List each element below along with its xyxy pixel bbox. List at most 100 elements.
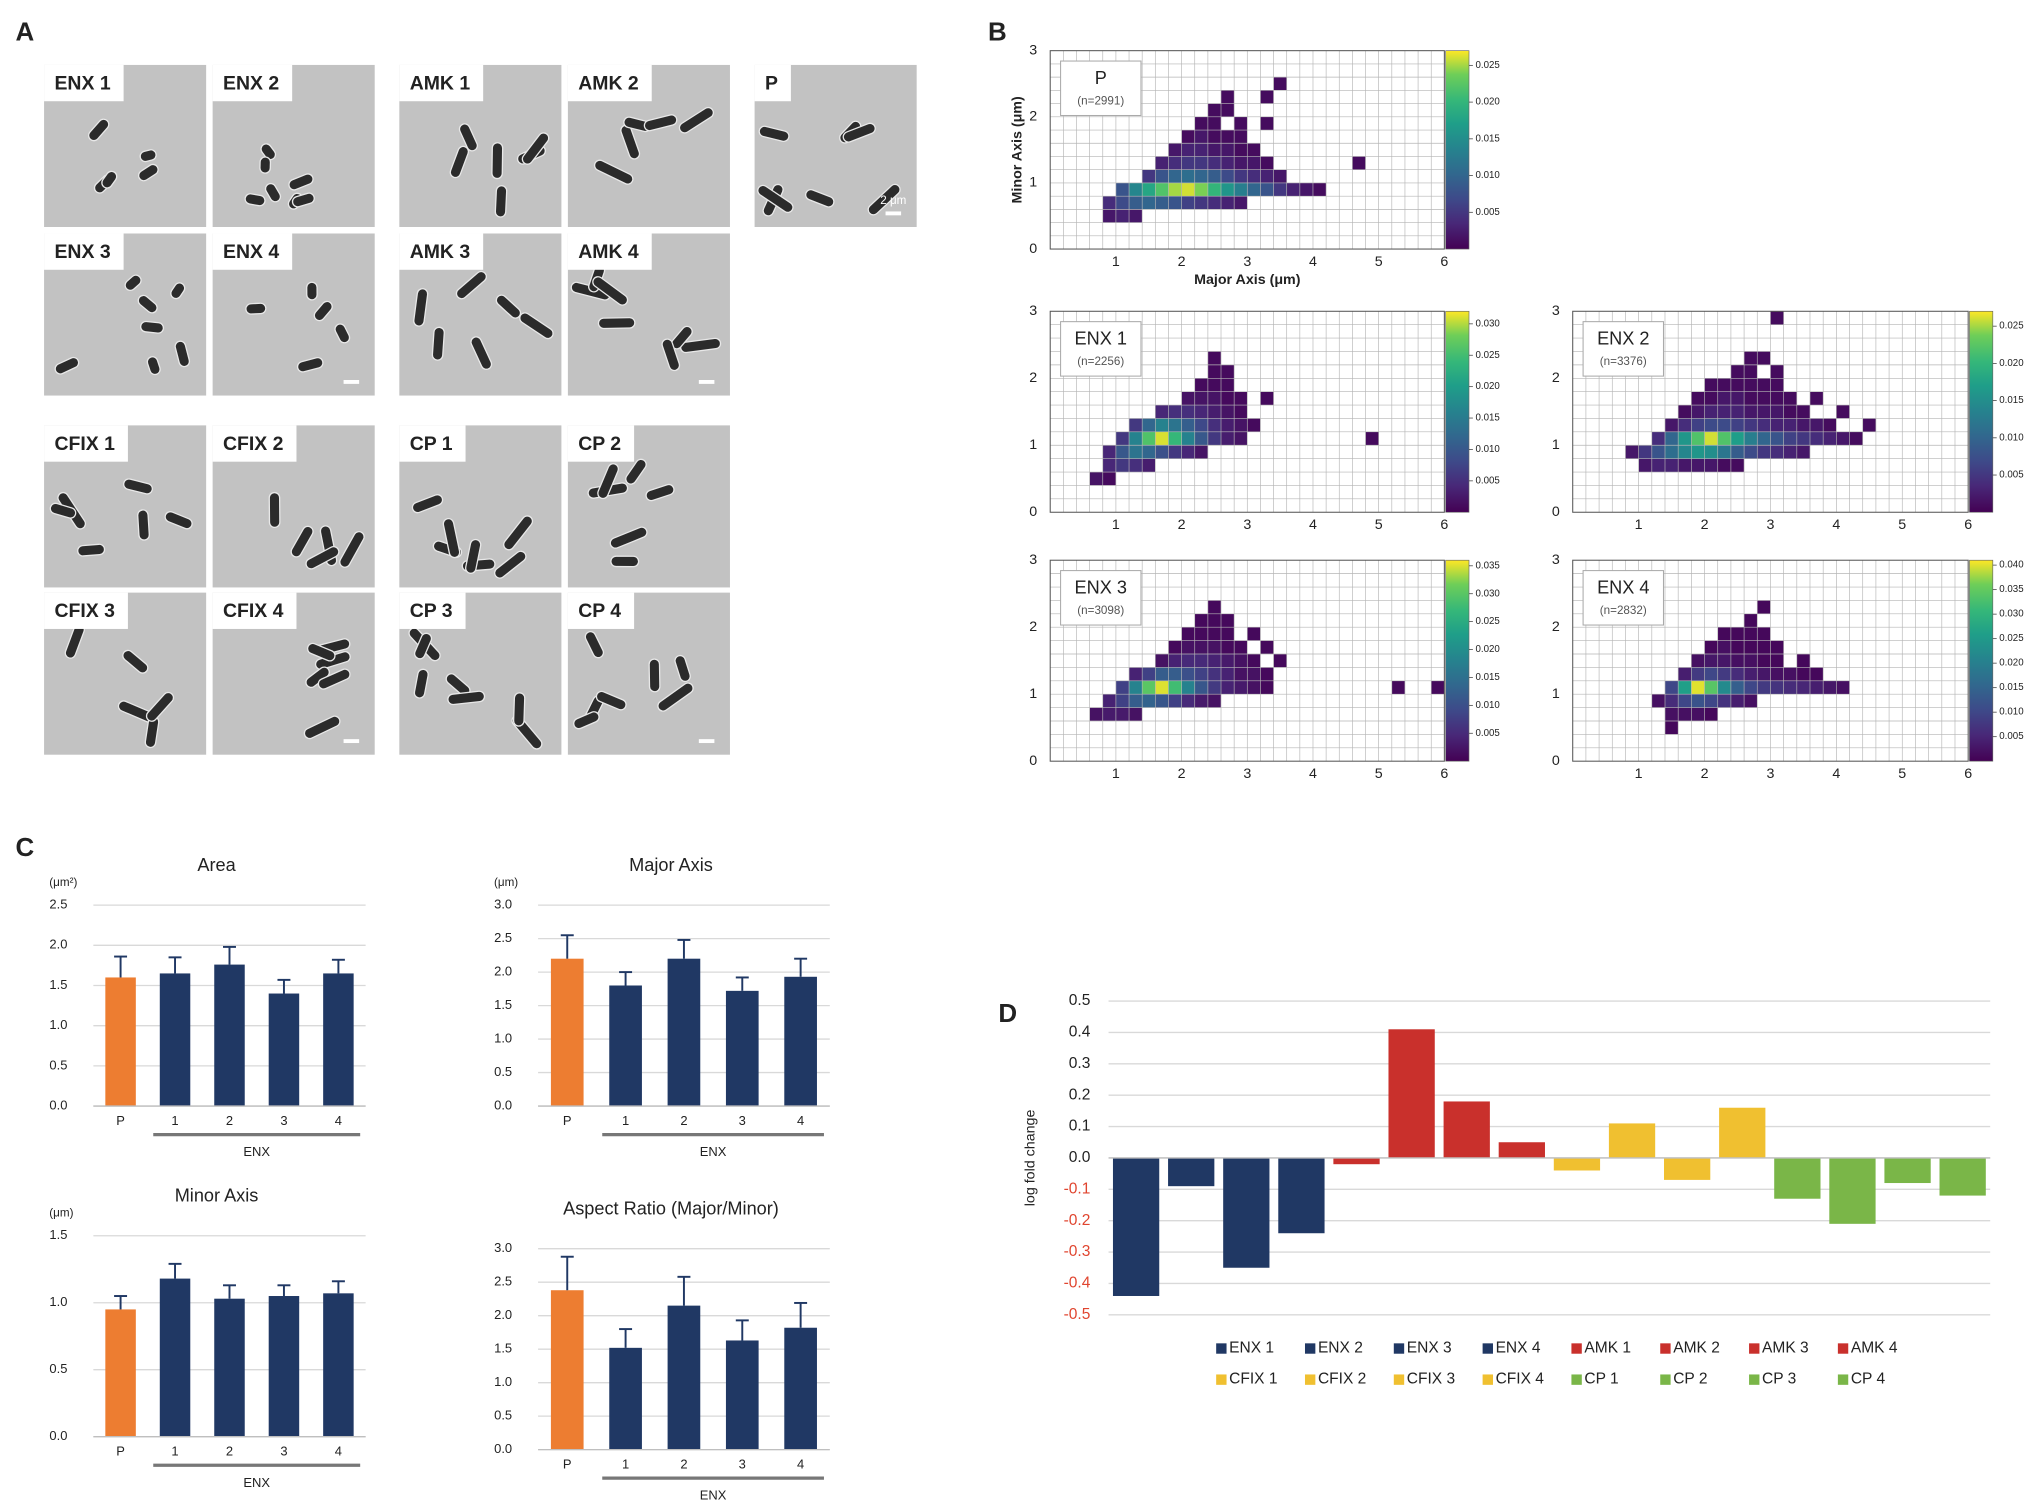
heatmap-cell (1234, 391, 1248, 406)
heatmap-cell (1823, 680, 1837, 695)
heatmap-cell (1730, 458, 1745, 473)
plot-frame (1049, 310, 1445, 513)
legend-label: ENX 2 (1318, 1340, 1363, 1357)
cell-rod (291, 192, 315, 208)
heatmap-cell (1664, 431, 1679, 446)
cell-rod (470, 336, 493, 370)
heatmap-cell (1234, 169, 1248, 183)
x-tick-label: 6 (1964, 766, 1972, 782)
micrograph-label: P (765, 73, 778, 95)
micrograph-label: CFIX 4 (223, 600, 284, 622)
micrograph: CFIX 2 (212, 425, 375, 588)
micrograph-label-box (754, 64, 791, 102)
x-tick-label: 3 (739, 1457, 746, 1472)
micrograph-label: CP 3 (410, 600, 453, 622)
heatmap-cell (1770, 445, 1784, 459)
colorbar-tick-label: 0.025 (1999, 633, 2023, 644)
bar (1388, 1029, 1435, 1158)
legend-subtitle: (n=3098) (1077, 604, 1124, 617)
colorbar-tick-label: 0.010 (1475, 444, 1500, 455)
cell-rod (49, 502, 77, 519)
heatmap-cell (1115, 196, 1130, 210)
colorbar-tick-label: 0.010 (1999, 707, 2024, 718)
y-tick-label: 3 (1552, 303, 1560, 319)
micrograph-label: CP 1 (410, 433, 453, 455)
cell-rod (124, 274, 142, 292)
bar (725, 1340, 759, 1450)
heatmap-cell (1221, 130, 1235, 144)
x-tick-label: 4 (335, 1113, 342, 1128)
cell-rod (464, 538, 482, 574)
micrograph-label-box (567, 425, 635, 462)
legend-label: CP 1 (1584, 1371, 1618, 1388)
y-unit-label: (μm²) (49, 876, 77, 889)
micrograph-label: CFIX 3 (54, 600, 115, 622)
error-bar (794, 1301, 808, 1328)
heatmap-cell (1168, 143, 1182, 157)
heatmap-cell (1770, 391, 1784, 406)
bar (609, 985, 642, 1107)
heatmap-cell (1770, 431, 1784, 446)
heatmap-cell (1783, 418, 1797, 432)
heatmap-cell (1651, 694, 1665, 708)
heatmap-cell (1796, 445, 1810, 459)
y-tick-label: 0.5 (494, 1064, 512, 1079)
y-tick-label: 0 (1552, 753, 1560, 769)
heatmap-cell (1260, 116, 1274, 131)
heatmap-cell (1181, 694, 1195, 708)
heatmap-cell (1796, 654, 1810, 668)
heatmap-cell (1234, 680, 1248, 695)
heatmap-cell (1757, 667, 1771, 681)
heatmap-cell (1638, 458, 1652, 473)
legend-swatch (1482, 1374, 1493, 1385)
x-tick-label: 4 (797, 1457, 804, 1472)
heatmap-cell (1181, 640, 1195, 655)
heatmap-cell (1273, 654, 1287, 668)
x-tick-label: 2 (1701, 517, 1709, 533)
cell-rod (137, 294, 158, 314)
y-unit-label: (μm) (494, 876, 518, 889)
heatmap-cell (1796, 405, 1810, 419)
cell-rod (145, 691, 175, 722)
x-tick-label: 5 (1375, 254, 1383, 270)
cell-rod (174, 340, 191, 368)
error-bar (619, 1328, 633, 1348)
heatmap-cell (1717, 458, 1731, 473)
heatmap-cell (1194, 613, 1208, 628)
chart-title: Area (197, 855, 236, 875)
micrograph: CFIX 1 (44, 425, 207, 588)
legend-subtitle: (n=2991) (1077, 94, 1124, 107)
y-tick-label: 1.5 (494, 1341, 512, 1356)
micrograph: ENX 4 (212, 233, 375, 396)
colorbar-tick-label: 0.010 (1475, 700, 1500, 711)
cell-rod (512, 692, 526, 727)
cell-rod (146, 356, 161, 376)
legend-label: CFIX 3 (1407, 1371, 1455, 1388)
heatmap-cell (1273, 77, 1287, 91)
heatmap-cell (1730, 364, 1745, 379)
colorbar-tick-label: 0.010 (1475, 170, 1500, 181)
micrograph: CP 1 (399, 425, 562, 588)
heatmap-cell (1142, 182, 1156, 197)
y-tick-label: 0.2 (1069, 1086, 1091, 1103)
cell-rod (317, 668, 351, 690)
colorbar-tick-label: 0.035 (1999, 584, 2023, 595)
cell-rod (306, 281, 318, 301)
heatmap-cell (1207, 130, 1222, 144)
cell-rod (122, 649, 149, 674)
micrograph-label: AMK 3 (410, 241, 471, 263)
micrograph-label-box (567, 64, 652, 102)
heatmap-cell (1783, 431, 1797, 446)
heatmap-cell (1836, 680, 1850, 695)
panel-label: D (998, 1000, 1017, 1028)
legend-swatch (1571, 1374, 1582, 1385)
heatmap-cell (1260, 667, 1274, 681)
y-tick-label: 0 (1029, 241, 1037, 257)
heatmap-cell (1115, 445, 1130, 459)
bar (1664, 1157, 1711, 1180)
heatmap-cell (1155, 431, 1169, 446)
heatmap-cell (1142, 667, 1156, 681)
heatmap-cell (1691, 654, 1705, 668)
micrograph-label-box (212, 64, 293, 102)
bar-chart: 0.0 0.5 1.0 1.5 2.0 2.5 3.0 P 1 2 3 4 ENX Aspect Rati… (494, 1199, 830, 1503)
